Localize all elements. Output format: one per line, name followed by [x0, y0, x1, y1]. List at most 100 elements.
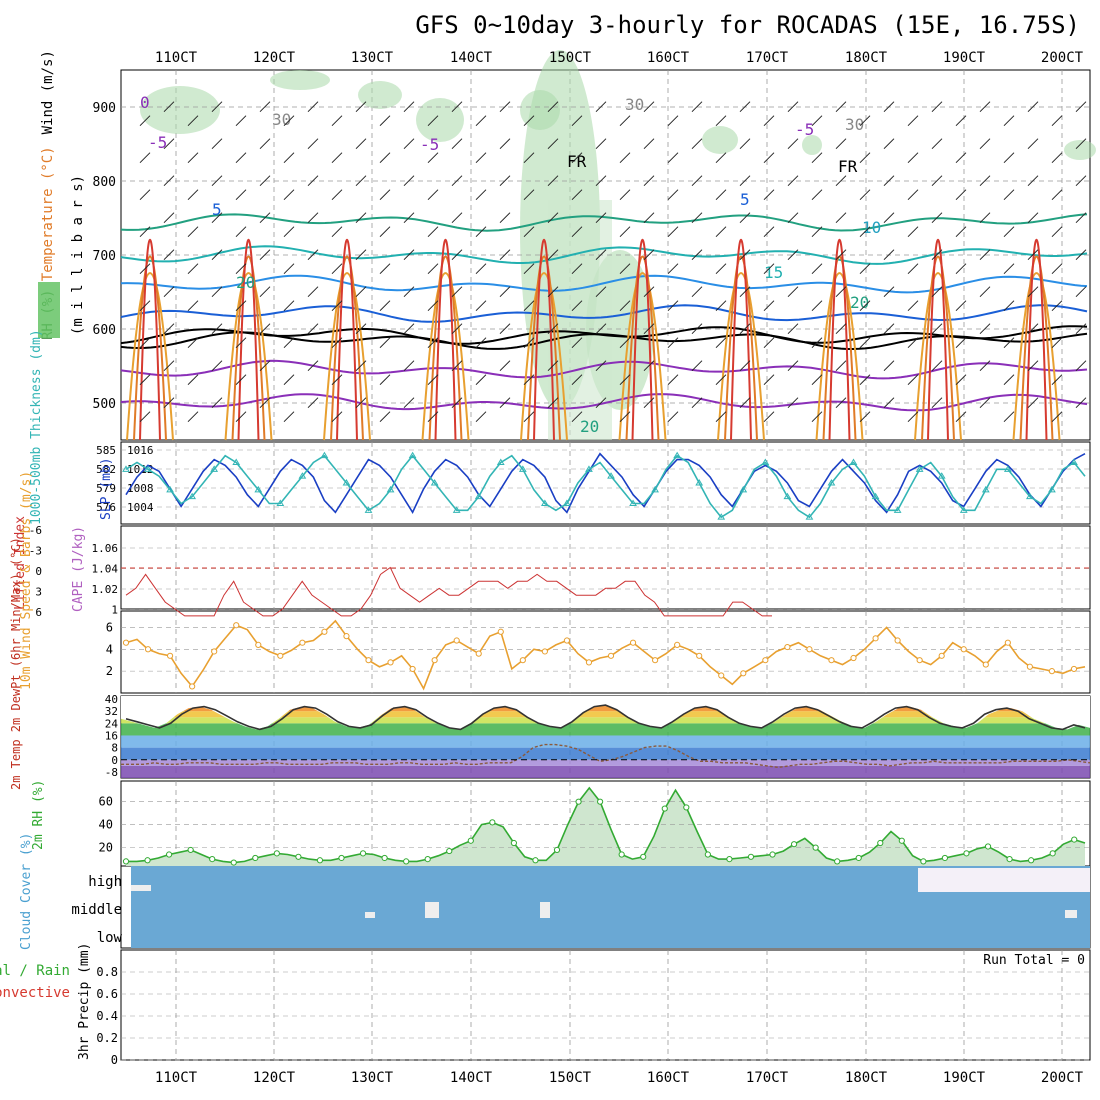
chart-title: GFS 0~10day 3-hourly for ROCADAS (15E, 1…: [415, 11, 1080, 39]
rh-shading: [802, 135, 822, 155]
data-point: [1071, 836, 1078, 843]
wind-barb: [211, 249, 223, 261]
wind-barb: [139, 263, 151, 275]
wind-barb: [259, 175, 271, 187]
wind-barb: [427, 115, 439, 127]
data-point: [188, 492, 197, 500]
data-point: [916, 657, 923, 664]
data-point: [298, 472, 307, 479]
wind-barb: [907, 411, 919, 423]
wind-barb: [403, 138, 415, 150]
wind-barb: [355, 212, 367, 224]
data-point: [575, 798, 582, 805]
wind-barb: [331, 337, 343, 349]
y-tick-label: 579: [96, 482, 116, 495]
wind-barb: [571, 337, 583, 349]
data-point: [1070, 458, 1078, 465]
data-point: [674, 641, 681, 648]
wind-barb: [163, 397, 175, 409]
y2-tick-label: 1.02: [92, 583, 119, 596]
data-point: [629, 639, 637, 646]
series-line: [125, 619, 1086, 691]
data-point: [963, 850, 970, 857]
wind-barb: [259, 323, 271, 335]
y2-tick-label: 1.06: [92, 542, 119, 555]
wind-barb: [595, 249, 607, 261]
data-point: [409, 665, 416, 673]
data-point: [726, 856, 733, 863]
data-point: [849, 458, 858, 465]
wind-barb: [235, 300, 247, 312]
series-line: [125, 704, 1086, 731]
y-axis-label-part: Wind (m/s): [40, 50, 56, 134]
data-point: [894, 637, 901, 644]
data-point: [855, 854, 862, 862]
wind-barb: [355, 175, 367, 187]
wind-barb: [547, 212, 559, 224]
data-point: [541, 648, 548, 655]
wind-barb: [787, 138, 799, 150]
wind-barb: [187, 226, 199, 238]
wind-barb: [619, 374, 631, 386]
temp-band: [121, 717, 1090, 724]
wind-barb: [859, 300, 871, 312]
y-tick-label: 40: [99, 818, 113, 832]
wind-barb: [787, 101, 799, 113]
data-point: [321, 628, 328, 635]
wind-barb: [643, 286, 655, 298]
panel-frame: [120, 610, 1091, 694]
wind-barb: [355, 323, 367, 335]
data-point: [387, 659, 394, 666]
data-point: [828, 657, 835, 664]
wind-barb: [667, 152, 679, 164]
wind-barb: [523, 226, 535, 238]
x-tick-label-top: 120CT: [253, 50, 296, 66]
wind-barb: [379, 374, 391, 386]
warm-contour: [631, 238, 654, 441]
wind-barb: [331, 263, 343, 275]
wind-barb: [499, 397, 511, 409]
y-axis-label-total: Total / Rain: [0, 963, 70, 979]
wind-barb: [259, 249, 271, 261]
data-point: [273, 850, 280, 857]
y2-axis-label: SLP (mb): [99, 457, 114, 520]
wind-barb: [163, 249, 175, 261]
wind-barb: [547, 175, 559, 187]
wind-barb: [691, 323, 703, 335]
wind-barb: [451, 138, 463, 150]
x-tick-label-top: 110CT: [155, 50, 198, 66]
data-point: [430, 479, 439, 486]
wind-barb: [187, 152, 199, 164]
wind-barb: [643, 175, 655, 187]
wind-barb: [595, 360, 607, 372]
y-tick-label: 3: [35, 586, 42, 599]
data-point: [640, 853, 647, 860]
wind-barb: [643, 360, 655, 372]
wind-barb: [859, 226, 871, 238]
wind-barb: [907, 152, 919, 164]
y-tick-label: 0.2: [96, 1031, 118, 1045]
data-point: [403, 858, 410, 865]
data-point: [784, 643, 791, 651]
wind-barb: [1027, 286, 1039, 298]
wind-barb: [1051, 300, 1063, 312]
wind-barb: [307, 286, 319, 298]
wind-barb: [643, 323, 655, 335]
data-point: [607, 652, 615, 659]
data-point: [453, 637, 460, 644]
data-point: [761, 458, 770, 465]
wind-barb: [1075, 360, 1087, 372]
wind-barb: [859, 189, 871, 201]
data-point: [834, 858, 841, 865]
wind-barb: [955, 337, 967, 349]
x-tick-label-bottom: 130CT: [351, 1070, 394, 1086]
wind-barb: [931, 101, 943, 113]
wind-barb: [907, 300, 919, 312]
wind-barb: [403, 360, 415, 372]
y-tick-label: 6: [35, 606, 42, 619]
data-point: [295, 853, 302, 860]
x-tick-label-bottom: 160CT: [647, 1070, 690, 1086]
rh-legend-swatch: [38, 282, 60, 338]
wind-barb: [187, 411, 199, 423]
wind-barb: [355, 286, 367, 298]
